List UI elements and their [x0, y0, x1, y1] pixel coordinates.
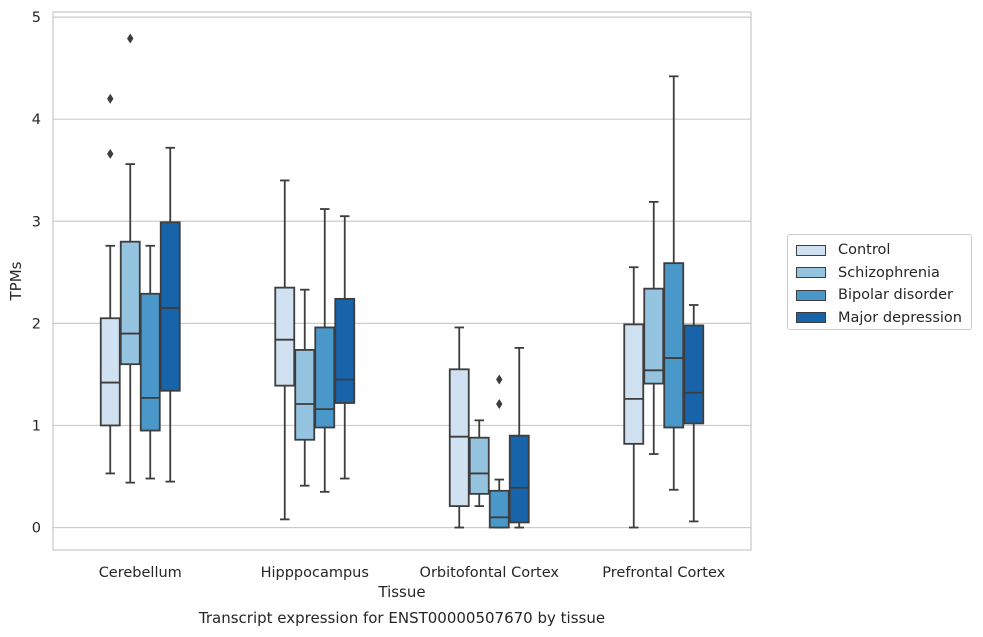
box-plot-element [139, 244, 161, 480]
box-plot-element [314, 208, 336, 493]
iqr-box [683, 324, 705, 425]
y-tick-label: 1 [32, 418, 41, 434]
outlier-marker [496, 374, 503, 385]
legend-item-major-depression: Major depression [792, 307, 971, 330]
outlier-marker [107, 93, 114, 104]
y-axis-label: TPMs [7, 261, 25, 301]
iqr-box [139, 292, 161, 432]
chart-caption: Transcript expression for ENST0000050767… [198, 609, 605, 627]
x-tick-label: Orbitofontal Cortex [420, 565, 560, 581]
iqr-box [468, 436, 490, 495]
legend-item-bipolar-disorder: Bipolar disorder [792, 284, 971, 307]
outlier-marker [496, 399, 503, 410]
plot-frame [52, 11, 752, 551]
box-plot-element [119, 33, 141, 484]
x-tick-labels: Cerebellum Hipppocampus Orbitofontal Corte… [99, 565, 726, 581]
iqr-box [99, 317, 121, 427]
legend-swatch-control [796, 244, 826, 256]
iqr-box [643, 287, 665, 385]
box-plot-element [159, 146, 181, 483]
legend-label-bipolar-disorder: Bipolar disorder [838, 287, 953, 304]
y-tick-label: 2 [32, 316, 41, 332]
iqr-box [119, 240, 141, 366]
box-plot-element [508, 346, 530, 529]
iqr-box [663, 262, 685, 429]
box-plot-element [623, 266, 645, 529]
y-tick-label: 5 [32, 10, 41, 26]
legend-swatch-schizophrenia [796, 267, 826, 279]
x-tick-label: Cerebellum [99, 565, 182, 581]
iqr-box [623, 323, 645, 445]
boxes-layer [99, 33, 705, 529]
x-axis-label: Tissue [377, 583, 425, 601]
box-plot-element [643, 200, 665, 455]
outlier-marker [127, 33, 134, 44]
legend-swatch-bipolar-disorder [796, 289, 826, 301]
box-plot-element [468, 419, 490, 508]
legend: Control Schizophrenia Bipolar disorder M… [787, 234, 972, 330]
iqr-box [448, 368, 470, 508]
box-plot-element [663, 75, 685, 491]
box-plot-element [334, 215, 356, 480]
legend-swatch-major-depression [796, 312, 826, 324]
box-plot-element [448, 326, 470, 529]
iqr-box [488, 489, 510, 529]
iqr-box [508, 434, 530, 524]
plot-background [53, 12, 751, 550]
x-tick-label: Prefrontal Cortex [602, 565, 725, 581]
legend-label-major-depression: Major depression [838, 309, 962, 326]
y-tick-label: 4 [32, 112, 41, 128]
box-plot-element [274, 179, 296, 521]
iqr-box [294, 349, 316, 441]
legend-label-schizophrenia: Schizophrenia [838, 264, 940, 281]
y-tick-label: 0 [32, 521, 41, 537]
x-tick-label: Hipppocampus [261, 565, 369, 581]
iqr-box [274, 286, 296, 387]
y-tick-labels: 0 1 2 3 4 5 [32, 10, 41, 536]
box-plot-element [294, 288, 316, 487]
y-tick-label: 3 [32, 214, 41, 230]
box-plot-element [99, 93, 121, 475]
legend-label-control: Control [838, 242, 891, 259]
box-plot-element [488, 374, 510, 529]
legend-item-schizophrenia: Schizophrenia [792, 262, 971, 285]
iqr-box [334, 297, 356, 404]
box-plot-element [683, 304, 705, 523]
iqr-box [159, 221, 181, 392]
outlier-marker [107, 148, 114, 159]
legend-item-control: Control [792, 239, 971, 262]
iqr-box [314, 326, 336, 429]
